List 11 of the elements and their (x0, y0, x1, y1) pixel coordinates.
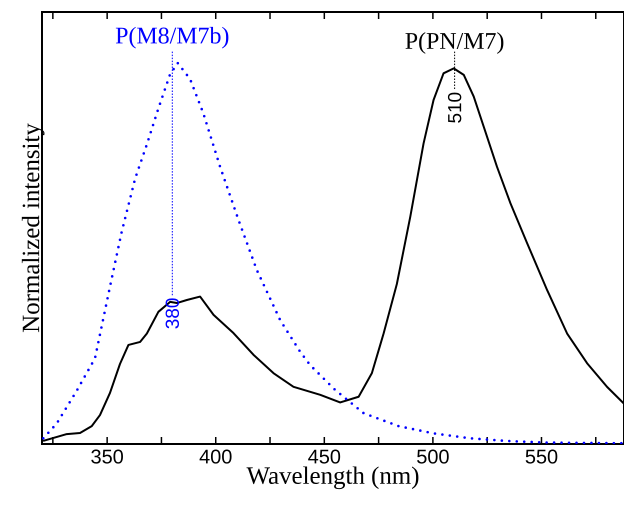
x-tick-label: 350 (91, 450, 123, 464)
x-tick-label: 500 (417, 450, 449, 464)
x-tick-label: 400 (200, 450, 232, 464)
x-axis-title: Wavelength (nm) (246, 466, 418, 490)
annotation: P(PN/M7) (405, 32, 504, 54)
annotation: P(M8/M7b) (116, 26, 228, 49)
ref-line-label: 380 (166, 298, 180, 328)
x-tick-label: 450 (308, 450, 340, 464)
y-axis-title: Normalized intensity (22, 123, 44, 332)
x-tick-label: 550 (526, 450, 558, 464)
ref-line-label: 510 (448, 92, 462, 123)
